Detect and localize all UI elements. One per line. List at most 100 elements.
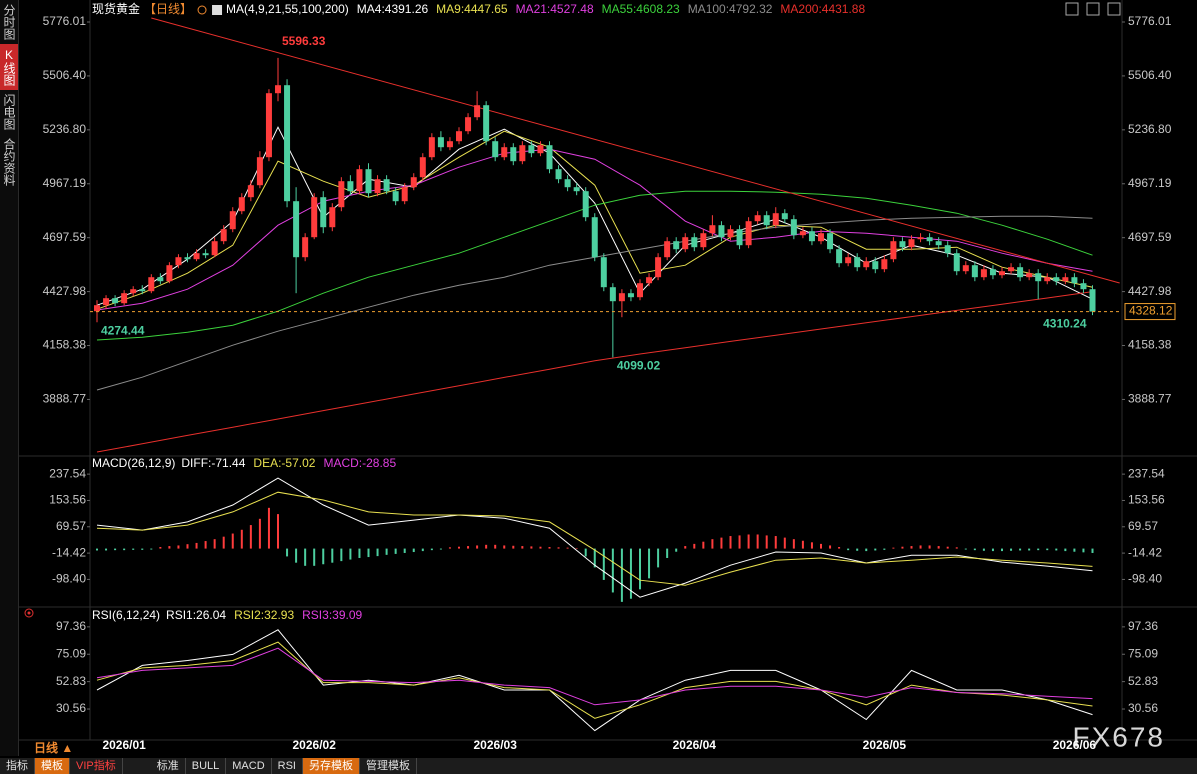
candle-body <box>437 137 444 148</box>
toolbar-item[interactable]: 管理模板 <box>360 758 417 774</box>
candle-body <box>618 293 625 302</box>
legend-item: 现货黄金 <box>92 1 140 16</box>
candle-body <box>944 245 951 254</box>
macd-bar <box>530 546 533 549</box>
y-tick-label: 4967.19 <box>43 176 87 190</box>
candle-body <box>157 277 164 282</box>
icon-settings[interactable] <box>1107 2 1121 16</box>
y-tick-label-right: 97.36 <box>1128 619 1158 633</box>
macd-bar <box>521 546 524 549</box>
candle-body <box>564 179 571 188</box>
legend-item: MA55:4608.23 <box>602 2 680 16</box>
macd-bar <box>928 545 931 549</box>
candle-body <box>103 298 110 306</box>
candle-body <box>510 147 517 162</box>
y-tick-label: -14.42 <box>52 545 86 559</box>
icon-fullscreen[interactable] <box>1065 2 1079 16</box>
toolbar-item[interactable]: 模板 <box>35 758 70 774</box>
y-tick-label: 4158.38 <box>43 338 87 352</box>
macd-bar <box>340 548 343 562</box>
toolbar-item[interactable]: 另存模板 <box>303 758 360 774</box>
indicator-line <box>96 629 1093 732</box>
candle-body <box>899 241 906 248</box>
y-tick-label-right: -14.42 <box>1128 545 1162 559</box>
macd-bar <box>512 545 515 549</box>
y-tick-label: 52.83 <box>56 674 86 688</box>
tab[interactable]: 分时图 <box>2 4 16 40</box>
candle-body <box>1053 277 1060 282</box>
candle-body <box>302 237 309 258</box>
candle-body <box>718 225 725 238</box>
candle-body <box>148 277 155 292</box>
toolbar-item[interactable]: VIP指标 <box>70 758 123 774</box>
candle-body <box>854 257 861 268</box>
watermark: FX678 <box>1073 721 1166 752</box>
macd-bar <box>829 545 832 549</box>
candle-body <box>736 229 743 246</box>
macd-bar <box>783 537 786 549</box>
candle-body <box>347 181 354 192</box>
period-button[interactable]: 日线 ▲ <box>34 740 73 755</box>
candle-body <box>175 257 182 266</box>
macd-bar <box>548 547 551 549</box>
indicator-icon-dot <box>27 611 31 615</box>
y-tick-label: -98.40 <box>52 572 86 586</box>
macd-bar <box>946 546 949 549</box>
candle-body <box>836 249 843 264</box>
candle-body <box>582 191 589 218</box>
candle-body <box>238 197 245 212</box>
candle-body <box>419 157 426 178</box>
indicator-icon[interactable] <box>24 608 34 618</box>
macd-bar <box>439 548 442 550</box>
toolbar-item[interactable]: MACD <box>226 758 272 774</box>
toolbar-item[interactable]: 标准 <box>151 758 186 774</box>
candle-body <box>1035 273 1042 282</box>
candle-body <box>655 257 662 278</box>
toolbar-item[interactable]: 指标 <box>0 758 35 774</box>
toolbar-item[interactable]: RSI <box>272 758 303 774</box>
candle-body <box>492 141 499 158</box>
candle-body <box>130 289 137 294</box>
y-tick-label-right: -98.40 <box>1128 572 1162 586</box>
macd-bar <box>702 541 705 549</box>
macd-bar <box>955 547 958 549</box>
trendline <box>151 17 1120 284</box>
macd-bar <box>575 547 578 549</box>
macd-bar <box>195 542 198 549</box>
tab[interactable]: 合约资料 <box>2 138 16 186</box>
macd-bar <box>883 548 886 550</box>
macd-bar <box>313 548 316 566</box>
legend-item: MA100:4792.32 <box>688 2 773 16</box>
macd-bar <box>801 540 804 549</box>
macd-bar <box>847 548 850 551</box>
candle-body <box>646 277 653 284</box>
y-tick-label-right: 4967.19 <box>1128 176 1172 190</box>
macd-bar <box>367 548 370 558</box>
window-icons[interactable] <box>1065 2 1121 16</box>
candle-body <box>872 261 879 270</box>
candle-body <box>989 269 996 276</box>
candle-body <box>1008 267 1015 272</box>
macd-bar <box>1055 548 1058 551</box>
macd-bar <box>403 548 406 553</box>
candle-body <box>917 237 924 240</box>
y-tick-label-right: 69.57 <box>1128 519 1158 533</box>
y-tick-label: 97.36 <box>56 619 86 633</box>
y-tick-label-right: 237.54 <box>1128 466 1165 480</box>
candle-body <box>365 169 372 194</box>
icon-window[interactable] <box>1086 2 1100 16</box>
candle-body <box>247 185 254 198</box>
tab[interactable]: 闪电图 <box>2 94 16 130</box>
macd-bar <box>204 541 207 549</box>
macd-bar <box>539 546 542 549</box>
tab-active[interactable]: K线图 <box>0 44 18 90</box>
macd-bar <box>331 548 334 563</box>
macd-bar <box>394 548 397 554</box>
candle-body <box>1089 289 1096 312</box>
toolbar-item[interactable]: BULL <box>186 758 227 774</box>
candle-body <box>401 187 408 202</box>
macd-bar <box>421 548 424 552</box>
candle-body <box>673 241 680 250</box>
macd-bar <box>910 546 913 549</box>
candle-body <box>519 145 526 162</box>
